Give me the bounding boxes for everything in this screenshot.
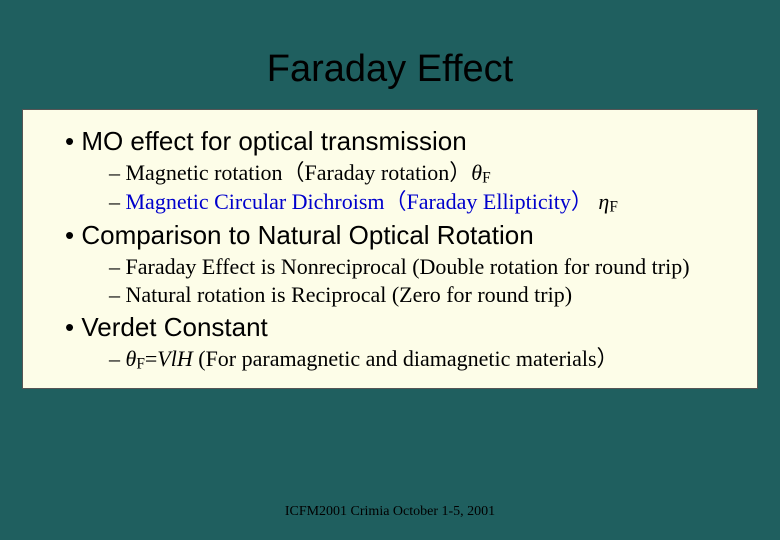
list-item: Faraday Effect is Nonreciprocal (Double … xyxy=(109,253,749,281)
slide-title: Faraday Effect xyxy=(0,0,780,109)
list-item: Magnetic rotation（Faraday rotation）θF xyxy=(109,159,749,188)
section-heading: Comparison to Natural Optical Rotation xyxy=(65,220,749,251)
list-item: θF=VlH (For paramagnetic and diamagnetic… xyxy=(109,345,749,374)
section-heading: Verdet Constant xyxy=(65,312,749,343)
list-item: Natural rotation is Reciprocal (Zero for… xyxy=(109,281,749,309)
list-item: Magnetic Circular Dichroism（Faraday Elli… xyxy=(109,188,749,217)
section-heading: MO effect for optical transmission xyxy=(65,126,749,157)
footer-text: ICFM2001 Crimia October 1-5, 2001 xyxy=(0,504,780,520)
content-box: MO effect for optical transmission Magne… xyxy=(22,109,758,389)
